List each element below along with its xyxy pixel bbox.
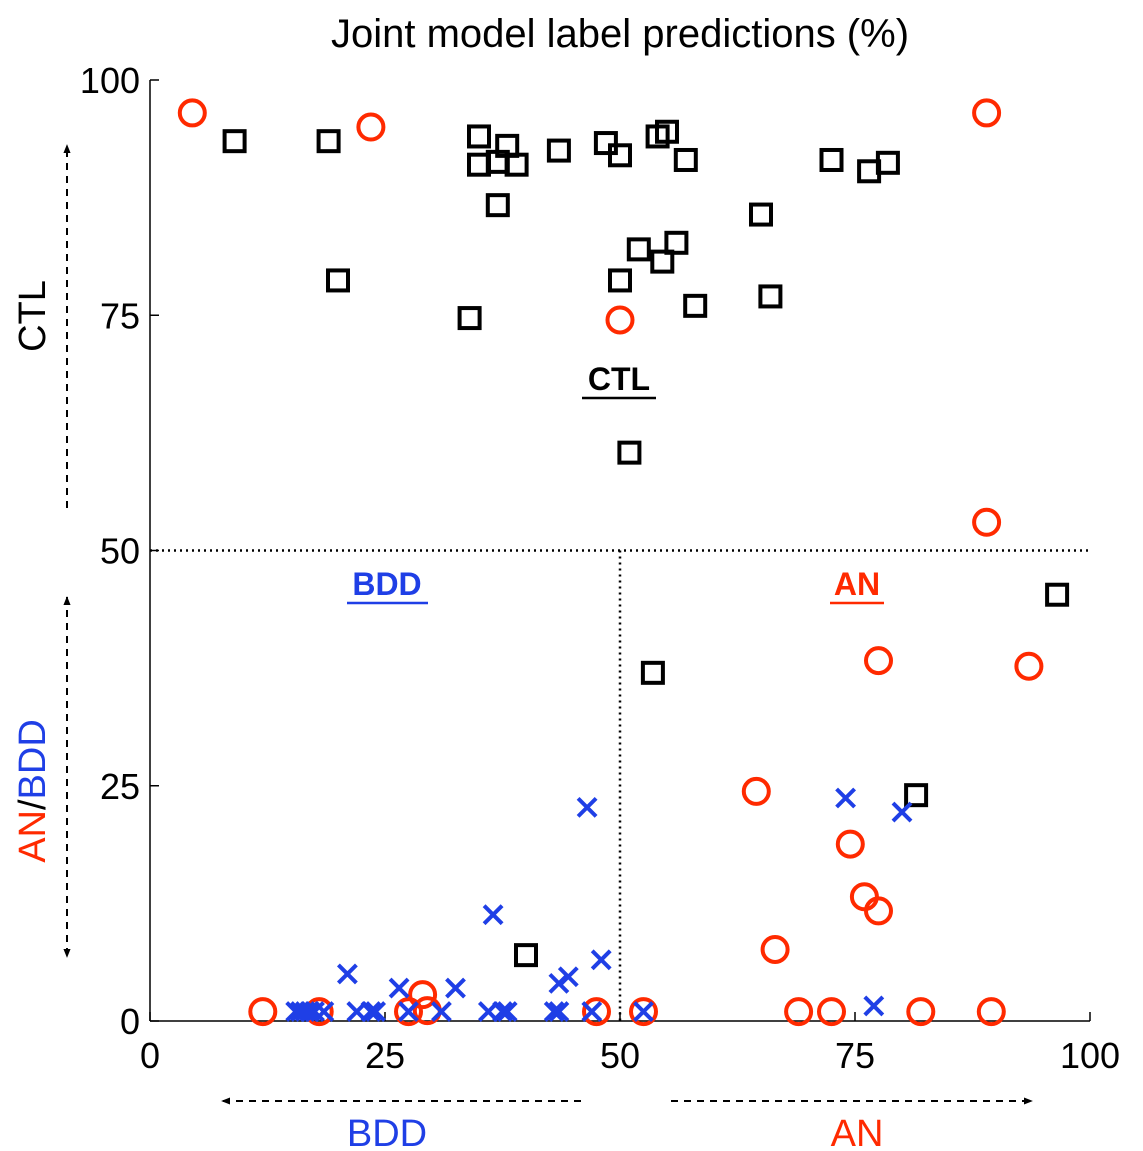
- x-marker: [360, 1001, 382, 1023]
- region-label-ctl: CTL: [588, 361, 650, 397]
- x-tick-label: 100: [1060, 1035, 1120, 1076]
- circle-marker: [817, 997, 846, 1027]
- x-marker: [633, 1001, 654, 1023]
- x-marker: [548, 1001, 570, 1023]
- x-tick-label: 0: [140, 1035, 160, 1076]
- circle-marker: [582, 997, 611, 1027]
- region-label-ctl-group: CTL: [582, 361, 656, 400]
- square-marker: [457, 306, 482, 331]
- chart-title: Joint model label predictions (%): [331, 12, 909, 56]
- circle-marker: [972, 98, 1002, 128]
- y-annotation-sep: /: [12, 799, 54, 810]
- y-tick-label: 100: [80, 60, 140, 101]
- x-marker: [891, 801, 913, 823]
- circle-marker: [972, 507, 1002, 537]
- circle-marker: [408, 980, 438, 1010]
- square-marker: [316, 129, 341, 154]
- circle-marker: [1014, 651, 1044, 681]
- circle-marker: [356, 112, 386, 142]
- y-tick-label: 50: [100, 531, 140, 572]
- circle-marker: [849, 882, 879, 912]
- x-marker: [365, 1001, 387, 1023]
- square-marker: [593, 131, 618, 156]
- x-marker: [835, 787, 857, 809]
- circle-marker: [605, 305, 635, 335]
- square-marker: [664, 230, 689, 255]
- y-annotation-bdd: BDD: [12, 719, 54, 799]
- region-label-an-group: AN: [830, 566, 884, 605]
- x-tick-label: 75: [835, 1035, 875, 1076]
- circle-marker: [976, 997, 1006, 1027]
- x-axis-ticks: 0 25 50 75 100: [140, 1012, 1120, 1076]
- region-label-an: AN: [834, 566, 880, 602]
- circle-marker: [760, 934, 790, 964]
- square-marker: [655, 119, 679, 144]
- x-marker: [543, 1001, 565, 1023]
- y-annotation-an-bdd: AN/BDD: [12, 719, 54, 863]
- square-marker: [626, 237, 651, 262]
- x-marker: [496, 1001, 518, 1023]
- x-marker: [313, 1001, 335, 1023]
- circle-marker: [784, 997, 814, 1027]
- x-marker: [445, 977, 466, 999]
- circle-marker: [629, 997, 658, 1027]
- circle-marker: [835, 829, 865, 859]
- x-marker: [581, 1001, 603, 1023]
- square-marker: [673, 147, 698, 172]
- square-marker: [650, 249, 675, 274]
- square-marker: [1045, 582, 1070, 607]
- y-annotation-an: AN: [12, 810, 54, 863]
- x-marker: [492, 1001, 513, 1023]
- data-marks: [177, 98, 1070, 1027]
- square-marker: [326, 268, 350, 293]
- circle-marker: [248, 997, 278, 1027]
- x-marker: [863, 995, 885, 1017]
- square-marker: [617, 440, 642, 465]
- x-annotation-an: AN: [831, 1113, 884, 1151]
- x-tick-label: 50: [600, 1035, 640, 1076]
- x-annotation-bdd: BDD: [347, 1113, 427, 1151]
- square-marker: [467, 124, 491, 149]
- square-marker: [608, 268, 632, 293]
- x-marker: [336, 963, 358, 985]
- x-marker: [590, 949, 612, 971]
- square-marker: [514, 943, 538, 968]
- square-marker: [904, 783, 929, 808]
- square-marker: [504, 152, 529, 177]
- x-marker: [398, 1001, 419, 1023]
- circle-marker: [394, 997, 423, 1027]
- x-marker: [482, 904, 504, 926]
- circle-marker: [177, 98, 207, 128]
- y-tick-label: 25: [100, 766, 140, 807]
- region-label-bdd-group: BDD: [347, 566, 428, 605]
- x-marker: [557, 966, 579, 988]
- y-annotation-ctl: CTL: [12, 280, 54, 352]
- square-marker: [749, 202, 773, 227]
- x-marker: [430, 1001, 452, 1023]
- square-marker: [222, 129, 247, 154]
- square-marker: [683, 293, 708, 318]
- square-marker: [485, 193, 510, 218]
- x-marker: [576, 796, 598, 818]
- y-tick-label: 75: [100, 295, 140, 336]
- square-marker: [608, 143, 632, 168]
- circle-marker: [864, 896, 893, 926]
- x-tick-label: 25: [365, 1035, 405, 1076]
- circle-marker: [864, 646, 893, 676]
- circle-marker: [906, 997, 936, 1027]
- square-marker: [819, 147, 844, 172]
- square-marker: [640, 660, 665, 685]
- x-marker: [388, 977, 410, 999]
- square-marker: [758, 284, 783, 309]
- circle-marker: [741, 776, 771, 806]
- y-tick-label: 0: [120, 1001, 140, 1042]
- square-marker: [546, 138, 571, 163]
- y-axis-ticks: 0 25 50 75 100: [80, 60, 159, 1042]
- region-label-bdd: BDD: [352, 566, 421, 602]
- square-marker: [875, 150, 900, 175]
